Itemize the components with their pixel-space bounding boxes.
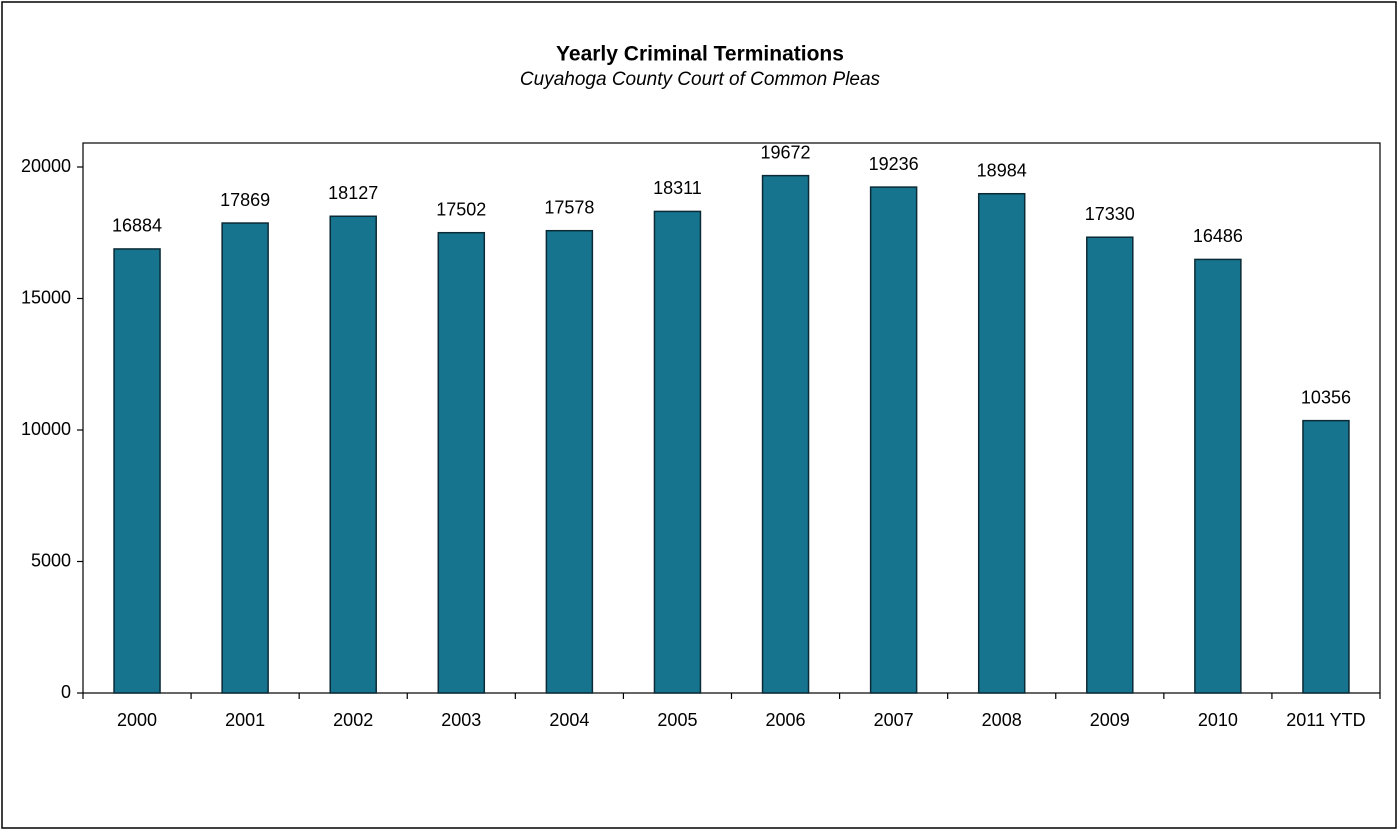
bar bbox=[869, 186, 918, 694]
x-tick-label: 2002 bbox=[333, 710, 373, 730]
x-tick-label: 2007 bbox=[874, 710, 914, 730]
bar bbox=[977, 192, 1026, 694]
x-tick-label: 2005 bbox=[657, 710, 697, 730]
bar bbox=[221, 222, 269, 694]
data-label: 17869 bbox=[220, 190, 270, 210]
bar bbox=[113, 248, 161, 694]
x-tick-label: 2009 bbox=[1090, 710, 1130, 730]
data-label: 17502 bbox=[436, 199, 486, 219]
y-tick-label: 10000 bbox=[21, 419, 71, 439]
x-tick-label: 2010 bbox=[1198, 710, 1238, 730]
x-tick-label: 2001 bbox=[225, 710, 265, 730]
data-label: 16884 bbox=[112, 216, 162, 236]
plot-area bbox=[82, 142, 1381, 694]
chart-title: Yearly Criminal Terminations bbox=[556, 43, 844, 66]
data-label: 19672 bbox=[761, 142, 811, 162]
y-tick-label: 5000 bbox=[31, 550, 71, 570]
data-label: 16486 bbox=[1193, 226, 1243, 246]
data-label: 18984 bbox=[977, 160, 1027, 180]
x-tick-label: 2006 bbox=[766, 710, 806, 730]
data-label: 18311 bbox=[653, 178, 702, 198]
y-tick-label: 15000 bbox=[21, 287, 71, 307]
bar bbox=[545, 229, 594, 694]
y-tick-label: 20000 bbox=[21, 156, 71, 176]
bar bbox=[761, 174, 810, 694]
chart-subtitle: Cuyahoga County Court of Common Pleas bbox=[520, 69, 881, 90]
bar bbox=[1302, 419, 1350, 694]
x-tick-label: 2000 bbox=[117, 710, 157, 730]
data-label: 19236 bbox=[869, 154, 919, 174]
x-tick-label: 2011 YTD bbox=[1286, 710, 1365, 730]
x-tick-label: 2003 bbox=[441, 710, 481, 730]
bar bbox=[329, 215, 377, 694]
bar bbox=[437, 231, 486, 694]
bar bbox=[1086, 236, 1134, 694]
bar bbox=[653, 210, 702, 694]
data-label: 17578 bbox=[544, 197, 594, 217]
bar bbox=[1194, 258, 1242, 694]
x-tick-label: 2004 bbox=[549, 710, 589, 730]
data-label: 18127 bbox=[328, 183, 378, 203]
x-tick-label: 2008 bbox=[982, 710, 1022, 730]
data-label: 17330 bbox=[1085, 204, 1135, 224]
data-label: 10356 bbox=[1301, 387, 1351, 407]
y-tick-label: 0 bbox=[61, 682, 71, 702]
